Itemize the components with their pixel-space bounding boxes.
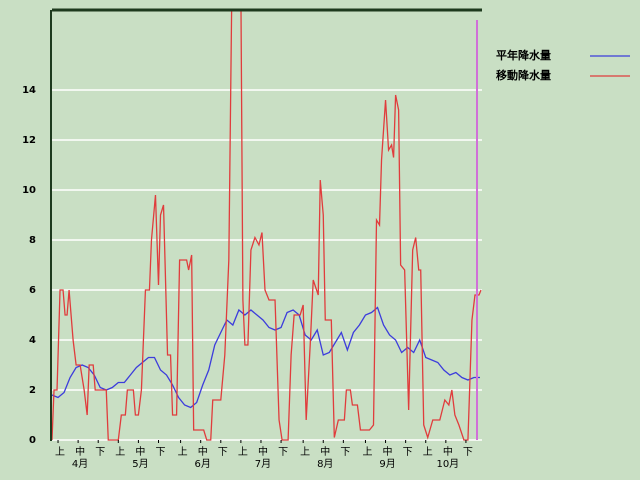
- month-label: 4月: [72, 458, 88, 470]
- x-tick-label: 上: [423, 446, 433, 458]
- x-tick-label: 中: [75, 445, 85, 458]
- month-label: 6月: [195, 458, 211, 470]
- month-label: 5月: [132, 458, 148, 470]
- plot-area: [52, 10, 482, 441]
- legend-label: 移動降水量: [496, 68, 551, 82]
- x-tick-label: 上: [178, 446, 188, 458]
- y-tick-label: 12: [22, 135, 36, 146]
- x-tick-label: 上: [55, 446, 65, 458]
- x-tick-label: 中: [198, 445, 208, 458]
- y-tick-label: 14: [22, 85, 36, 96]
- y-tick-label: 8: [29, 235, 36, 246]
- x-tick-label: 中: [258, 445, 268, 458]
- x-tick-label: 中: [383, 445, 393, 458]
- y-tick-label: 0: [29, 435, 36, 446]
- month-label: 7月: [255, 458, 271, 470]
- month-label: 8月: [317, 458, 333, 470]
- x-tick-label: 下: [340, 447, 350, 458]
- x-tick-label: 中: [320, 445, 330, 458]
- y-tick-label: 6: [29, 285, 36, 296]
- series-line: [52, 10, 482, 441]
- y-tick-label: 10: [22, 185, 36, 196]
- x-tick-label: 下: [218, 447, 228, 458]
- grid: [52, 89, 482, 441]
- x-tick-label: 下: [403, 447, 413, 458]
- x-tick-label: 中: [443, 445, 453, 458]
- x-tick-label: 下: [95, 447, 105, 458]
- y-tick-label: 2: [29, 385, 36, 396]
- series-line: [52, 306, 480, 409]
- x-tick-label: 下: [463, 447, 473, 458]
- x-tick-label: 上: [115, 446, 125, 458]
- x-tick-label: 下: [278, 447, 288, 458]
- x-tick-label: 上: [238, 446, 248, 458]
- month-label: 10月: [436, 458, 459, 470]
- x-tick-label: 中: [135, 445, 145, 458]
- legend-label: 平年降水量: [496, 48, 551, 62]
- month-label: 9月: [379, 458, 395, 470]
- y-tick-label: 4: [29, 335, 36, 346]
- x-tick-label: 上: [300, 446, 310, 458]
- x-tick-label: 上: [362, 446, 372, 458]
- x-tick-label: 下: [155, 447, 165, 458]
